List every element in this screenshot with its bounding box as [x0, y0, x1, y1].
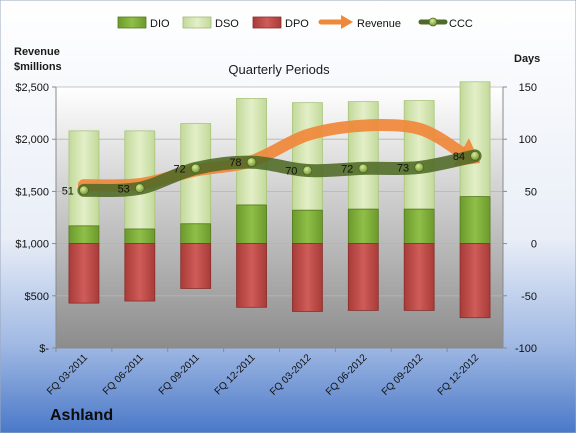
bar-dso	[292, 102, 323, 211]
ccc-point	[79, 185, 89, 196]
legend-swatch-dso	[182, 16, 212, 29]
bar-dpo	[68, 243, 100, 304]
left-axis-title-line2: $millions	[14, 61, 62, 73]
bar-dio	[180, 223, 212, 245]
bar-dio	[124, 228, 156, 244]
company-name: Ashland	[50, 407, 113, 424]
legend-item-revenue: Revenue	[318, 15, 401, 30]
right-tick-label: -50	[521, 291, 537, 303]
left-axis-title-line1: Revenue	[14, 46, 60, 58]
legend-item-dso: DSO	[182, 16, 239, 30]
bar-dpo	[292, 243, 323, 312]
ccc-point	[414, 162, 425, 173]
left-tick-label: $2,000	[15, 134, 49, 146]
legend-label-ccc: CCC	[449, 18, 473, 30]
bar-dpo	[459, 243, 491, 319]
bar-dio	[347, 208, 379, 244]
bar-dso	[68, 130, 100, 227]
ccc-point	[470, 151, 480, 161]
legend: DIO DSO DPO Revenue CCC	[117, 15, 473, 30]
left-tick-label: $1,000	[15, 239, 49, 251]
bars	[68, 81, 491, 319]
plot-area	[56, 87, 503, 348]
ccc-data-label: 78	[229, 157, 241, 169]
bar-dio	[403, 208, 435, 244]
ccc-point	[190, 163, 201, 174]
ccc-data-label: 51	[62, 185, 74, 197]
legend-item-dio: DIO	[117, 16, 170, 30]
bar-dpo	[403, 243, 435, 311]
bar-dio	[68, 225, 100, 245]
left-axis-ticks: $- $500 $1,000 $1,500 $2,000 $2,500	[15, 82, 56, 355]
right-axis-title: Days	[514, 53, 540, 65]
bar-dpo	[236, 243, 267, 308]
right-tick-label: 100	[519, 134, 537, 146]
ccc-data-label: 84	[453, 151, 465, 163]
legend-item-dpo: DPO	[252, 16, 309, 30]
bar-dio	[236, 204, 267, 244]
chart-title: Quarterly Periods	[228, 62, 330, 77]
bar-dso	[347, 101, 379, 210]
ccc-line: 51 53 72 78 70 72 73 84	[62, 149, 482, 197]
ccc-point	[358, 163, 369, 174]
ccc-data-label: 72	[173, 163, 185, 175]
legend-swatch-dpo	[252, 16, 282, 29]
legend-swatch-dio	[117, 16, 147, 29]
right-tick-label: -100	[515, 343, 537, 355]
bar-dio	[292, 209, 323, 245]
ccc-point	[302, 165, 313, 176]
legend-label-revenue: Revenue	[357, 18, 401, 30]
right-axis-ticks: -100 -50 0 50 100 150	[503, 82, 537, 355]
ccc-data-label: 70	[285, 166, 297, 178]
right-tick-label: 150	[519, 82, 537, 94]
left-tick-label: $-	[39, 343, 49, 355]
left-tick-label: $2,500	[15, 82, 49, 94]
bar-dso	[403, 100, 435, 210]
legend-swatch-ccc-dot	[428, 17, 438, 27]
bar-dpo	[347, 243, 379, 311]
legend-swatch-revenue-head	[341, 15, 353, 29]
right-tick-label: 50	[525, 186, 537, 198]
bar-dso	[459, 81, 491, 198]
ccc-point	[246, 157, 257, 168]
ccc-data-label: 73	[397, 162, 409, 174]
legend-label-dio: DIO	[150, 18, 170, 30]
ccc-data-label: 53	[118, 183, 130, 195]
ccc-point	[134, 183, 145, 194]
bar-dio	[459, 196, 491, 244]
left-tick-label: $500	[25, 291, 49, 303]
right-tick-label: 0	[531, 239, 537, 251]
legend-item-ccc: CCC	[418, 17, 473, 30]
bar-dpo	[124, 243, 156, 302]
left-tick-label: $1,500	[15, 186, 49, 198]
ccc-data-label: 72	[341, 163, 353, 175]
legend-label-dpo: DPO	[285, 18, 309, 30]
legend-label-dso: DSO	[215, 18, 239, 30]
bar-dpo	[180, 243, 212, 289]
